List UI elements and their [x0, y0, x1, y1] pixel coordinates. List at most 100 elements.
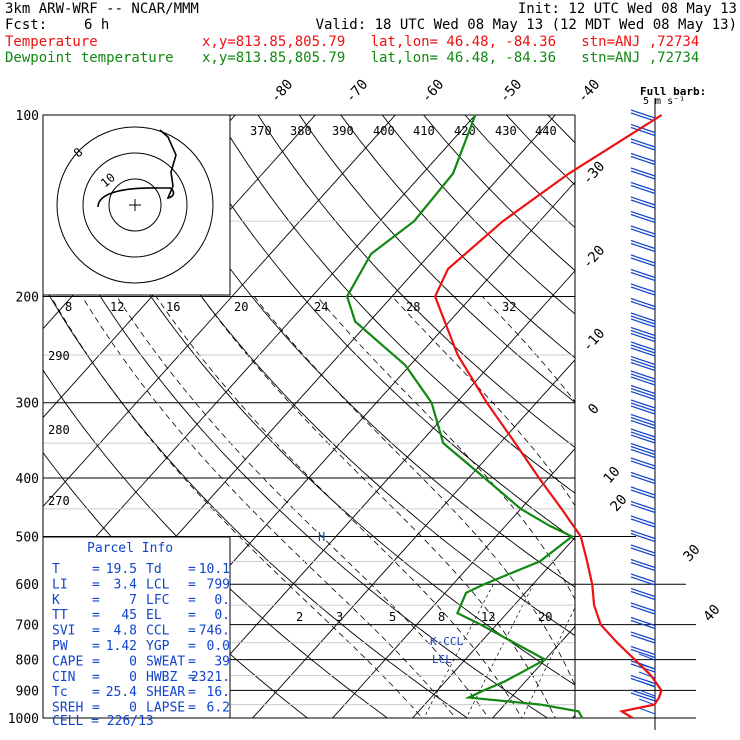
- wind-barb: [630, 544, 656, 554]
- hodograph-ring: [56, 126, 214, 284]
- wind-barb: [630, 419, 656, 430]
- wind-barb: [630, 634, 656, 644]
- wind-barb: [630, 384, 656, 395]
- wind-barb: [638, 707, 656, 715]
- pressure-label-700: 700: [16, 619, 39, 634]
- parcel-value: 0: [129, 654, 137, 669]
- wind-barb: [630, 199, 656, 209]
- wind-barb: [630, 390, 656, 401]
- parcel-cell: CELL = 226/13: [52, 714, 154, 729]
- mixing-ratio-label-3: 3: [336, 610, 343, 624]
- wind-barb: [630, 547, 656, 557]
- parcel-value: 25.4: [106, 685, 137, 700]
- isotherm-label-m80: -80: [268, 77, 297, 107]
- moist-adiabat: [50, 296, 423, 718]
- parcel-label: EL: [146, 608, 162, 623]
- wind-barb: [630, 196, 656, 206]
- parcel-value: 39: [214, 654, 230, 669]
- parcel-label: LI: [52, 577, 68, 592]
- pressure-label-200: 200: [16, 291, 39, 306]
- annotation-h: H: [318, 530, 325, 544]
- temperature-location: x,y=813.85,805.79 lat,lon= 46.48, -84.36…: [202, 34, 700, 50]
- wind-barb: [630, 318, 656, 328]
- mixing-ratio-label-12: 12: [481, 610, 495, 624]
- isotherm-label-m40: -40: [575, 77, 604, 107]
- wind-barb: [630, 576, 656, 586]
- wind-barb: [638, 662, 656, 670]
- wind-barb: [630, 602, 656, 612]
- parcel-label: PW: [52, 639, 68, 654]
- wind-barb: [630, 590, 656, 601]
- parcel-label: CCL: [146, 624, 170, 639]
- wind-barb: [630, 213, 656, 224]
- wind-barb: [630, 573, 656, 583]
- parcel-value: 19.5: [106, 562, 137, 577]
- theta-label-440: 440: [535, 124, 557, 138]
- moist-adiabat: [200, 296, 556, 718]
- speed-label-8: 8: [65, 300, 72, 314]
- hodograph-ring: [108, 178, 162, 232]
- parcel-info-panel: [42, 536, 231, 719]
- parcel-label: CIN: [52, 670, 75, 685]
- parcel-info-title: Parcel Info: [87, 541, 173, 556]
- parcel-equals: =: [188, 701, 196, 716]
- parcel-equals: =: [188, 562, 196, 577]
- wind-barb: [630, 431, 656, 441]
- dry-adiabat: [216, 115, 575, 494]
- wind-barb: [630, 141, 656, 151]
- isotherm-label-m60: -60: [419, 77, 448, 107]
- theta-label-420: 420: [454, 124, 476, 138]
- wind-barb: [630, 402, 656, 412]
- parcel-label: Tc: [52, 685, 68, 700]
- wind-barb: [630, 268, 656, 279]
- wind-barb: [630, 242, 656, 253]
- wind-barb: [630, 413, 656, 424]
- isotherm-label-m10: -10: [580, 326, 609, 356]
- wind-barb: [630, 225, 656, 235]
- temperature-legend: Temperature: [5, 34, 98, 50]
- wind-barb: [630, 300, 656, 311]
- wind-barb: [630, 155, 656, 166]
- wind-barb: [630, 645, 656, 656]
- parcel-value: 2321.: [191, 670, 230, 685]
- isotherm-label-0: 0: [585, 401, 603, 418]
- parcel-value: 0.: [214, 608, 230, 623]
- wind-barb: [630, 332, 656, 343]
- wind-barb: [630, 399, 656, 409]
- dewpoint-location: x,y=813.85,805.79 lat,lon= 46.48, -84.36…: [202, 50, 700, 66]
- wind-barb: [630, 529, 656, 540]
- pressure-label-500: 500: [16, 530, 39, 545]
- wind-barb: [630, 434, 656, 444]
- parcel-label: LAPSE: [146, 701, 185, 716]
- model-title: 3km ARW-WRF -- NCAR/MMM: [5, 1, 199, 17]
- wind-barb: [630, 674, 656, 685]
- speed-label-16: 16: [166, 300, 180, 314]
- speed-label-32: 32: [502, 300, 516, 314]
- wind-barb: [630, 445, 656, 456]
- parcel-label: SHEAR: [146, 685, 185, 700]
- parcel-equals: =: [188, 624, 196, 639]
- dry-adiabat: [547, 115, 575, 144]
- pressure-label-600: 600: [16, 578, 39, 593]
- pressure-label-1000: 1000: [8, 712, 39, 727]
- moist-adiabat: [586, 297, 722, 731]
- wind-barb: [630, 373, 656, 383]
- parcel-equals: =: [92, 701, 100, 716]
- wind-barb: [630, 361, 656, 372]
- wind-barb: [630, 471, 656, 482]
- isotherm-label-m20: -20: [580, 243, 609, 273]
- wind-barb: [630, 370, 656, 380]
- wind-barb: [630, 515, 656, 525]
- wind-barb: [630, 631, 656, 641]
- parcel-label: CAPE: [52, 654, 83, 669]
- parcel-equals: =: [92, 562, 100, 577]
- wind-barb: [630, 605, 656, 615]
- wind-barb: [630, 329, 656, 340]
- wind-barb: [630, 341, 656, 351]
- speed-label-20: 20: [234, 300, 248, 314]
- parcel-value: 4.8: [114, 624, 137, 639]
- pressure-label-400: 400: [16, 472, 39, 487]
- theta-label-380: 380: [290, 124, 312, 138]
- wind-barb: [630, 428, 656, 438]
